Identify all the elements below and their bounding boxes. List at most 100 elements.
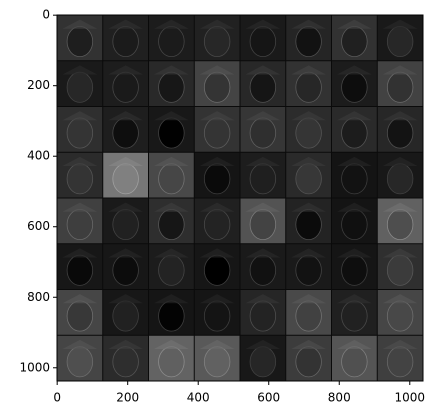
tile-cap [245, 339, 281, 349]
y-tick-label: 200 [27, 78, 50, 92]
tile-face [158, 209, 185, 241]
feature-map-tile [194, 244, 240, 289]
tile-face [249, 300, 277, 332]
tile-face [295, 117, 322, 149]
tile-face [341, 209, 368, 241]
tile-cap [153, 248, 189, 258]
feature-map-tile [240, 198, 286, 244]
tile-face [66, 117, 94, 149]
tile-cap [291, 65, 327, 75]
tile-cap [153, 339, 189, 349]
feature-map-tile [194, 290, 240, 335]
feature-map-tile [103, 335, 148, 381]
tile-cap [291, 202, 327, 212]
tile-cap [336, 65, 372, 75]
feature-map-tile [286, 61, 331, 106]
tile-face [112, 71, 139, 103]
feature-map-tile [149, 107, 194, 152]
tile-cap [291, 294, 327, 304]
tile-face [386, 209, 414, 241]
tile-cap [108, 339, 144, 349]
feature-map-tile [332, 290, 377, 335]
feature-map-tile [240, 290, 286, 335]
feature-map-tile [194, 198, 240, 244]
tile-face [158, 26, 185, 58]
feature-map-tile [286, 152, 331, 198]
tile-face [249, 163, 277, 195]
tile-cap [153, 294, 189, 304]
tile-face [295, 26, 322, 58]
feature-map-tile [57, 15, 103, 61]
feature-map-tile [57, 61, 103, 106]
tile-cap [382, 294, 418, 304]
tile-cap [108, 65, 144, 75]
feature-map-tile [57, 107, 103, 152]
tile-cap [291, 19, 327, 29]
tile-cap [62, 156, 98, 166]
tile-face [66, 254, 94, 286]
tile-face [249, 71, 277, 103]
feature-map-tile [332, 335, 377, 381]
feature-map-tile [332, 152, 377, 198]
feature-map-tile [332, 15, 377, 61]
tile-cap [108, 111, 144, 121]
x-tick-label: 1000 [395, 391, 426, 405]
feature-map-tile [286, 198, 331, 244]
tile-cap [382, 65, 418, 75]
tile-face [295, 71, 322, 103]
feature-map-tile [103, 15, 148, 61]
tile-face [295, 300, 322, 332]
tile-face [386, 117, 414, 149]
feature-map-tile [286, 15, 331, 61]
tile-face [112, 163, 139, 195]
tile-cap [108, 156, 144, 166]
feature-map-tile [194, 335, 240, 381]
tile-face [158, 254, 185, 286]
feature-map-tile [377, 198, 423, 244]
tile-cap [291, 156, 327, 166]
feature-map-tile [286, 244, 331, 289]
tile-cap [336, 156, 372, 166]
tile-cap [199, 19, 235, 29]
tile-face [249, 209, 277, 241]
feature-map-tile [57, 290, 103, 335]
feature-map-tile [103, 244, 148, 289]
tile-face [203, 26, 231, 58]
tile-cap [62, 248, 98, 258]
feature-map-tile [377, 107, 423, 152]
tile-cap [336, 248, 372, 258]
tile-face [158, 300, 185, 332]
feature-map-tile [149, 152, 194, 198]
tile-face [386, 163, 414, 195]
tile-cap [153, 202, 189, 212]
tile-face [386, 254, 414, 286]
tile-face [203, 163, 231, 195]
tile-cap [382, 248, 418, 258]
tile-face [203, 346, 231, 378]
tile-cap [336, 339, 372, 349]
tile-cap [291, 248, 327, 258]
tile-cap [108, 248, 144, 258]
feature-map-tile [57, 335, 103, 381]
tile-cap [62, 294, 98, 304]
tile-face [112, 117, 139, 149]
y-tick-label: 400 [27, 149, 50, 163]
tile-face [203, 300, 231, 332]
feature-map-tile [377, 15, 423, 61]
tile-cap [336, 111, 372, 121]
feature-map-tile [332, 198, 377, 244]
tile-face [341, 163, 368, 195]
tile-cap [382, 19, 418, 29]
tile-cap [336, 294, 372, 304]
x-tick-label: 600 [257, 391, 280, 405]
tile-cap [153, 111, 189, 121]
tile-face [295, 254, 322, 286]
tile-cap [108, 294, 144, 304]
tile-face [158, 163, 185, 195]
feature-map-tile [240, 107, 286, 152]
feature-map-tile [149, 61, 194, 106]
tile-cap [336, 19, 372, 29]
feature-map-tile [149, 290, 194, 335]
tile-face [203, 254, 231, 286]
feature-map-tile [194, 61, 240, 106]
